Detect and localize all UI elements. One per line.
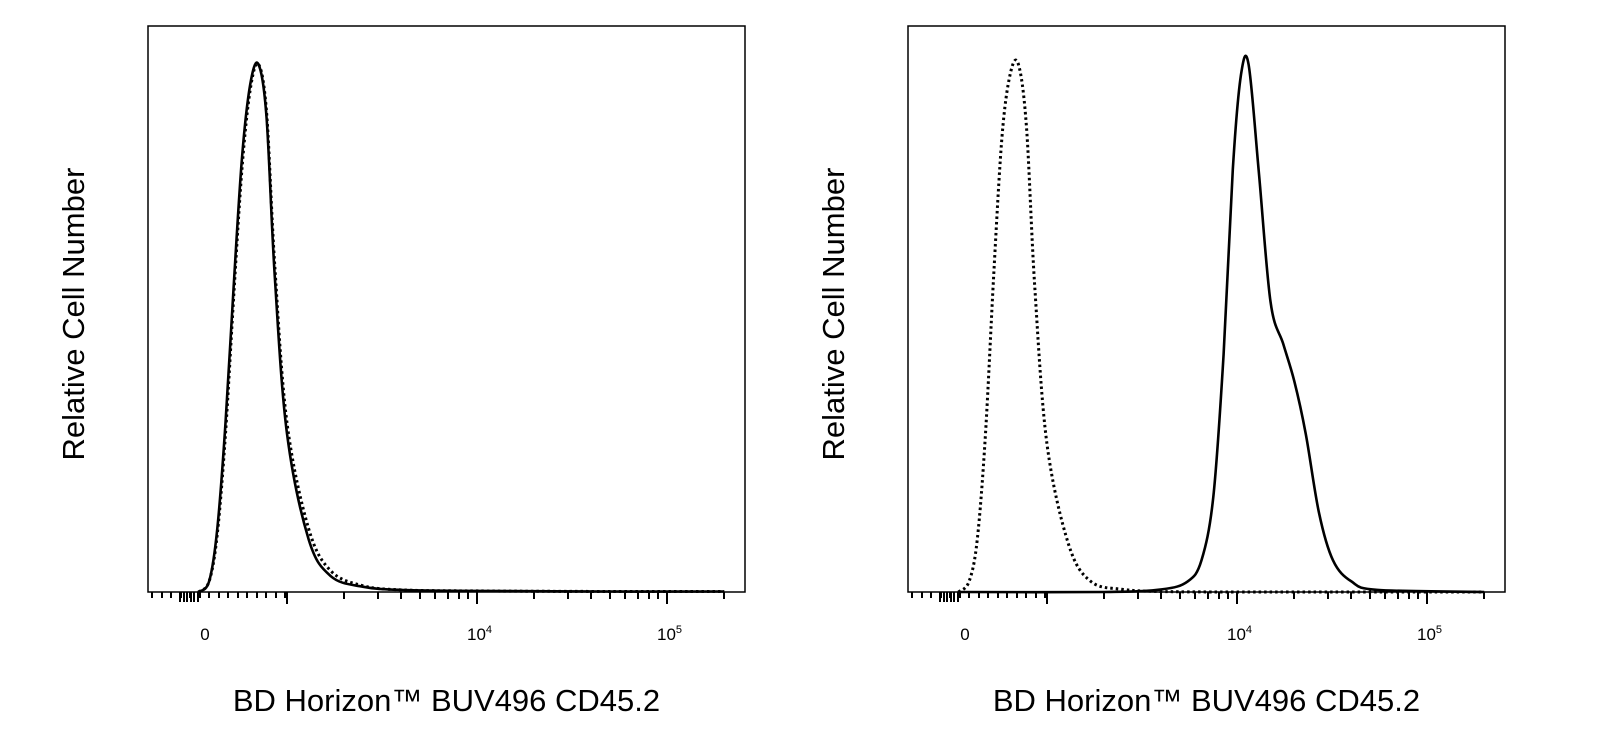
x-tick-label: 104	[1227, 624, 1252, 644]
x-tick-label: 104	[467, 624, 492, 644]
series-dotted-line	[957, 58, 1485, 594]
y-axis-label: Relative Cell Number	[816, 167, 851, 461]
x-axis-label: BD Horizon™ BUV496 CD45.2	[232, 683, 661, 718]
x-axis-label: BD Horizon™ BUV496 CD45.2	[992, 683, 1421, 718]
x-tick-label: 105	[1417, 624, 1442, 644]
x-tick-label: 0	[200, 625, 209, 644]
histogram-panel-right: 0 104 105 Relative Cell Number BD Horizon™…	[760, 0, 1540, 753]
histogram-plot-left: 0 104 105	[147, 25, 746, 644]
x-tick-label: 105	[657, 624, 682, 644]
series-solid-line	[197, 61, 725, 594]
series-dotted-line	[197, 61, 725, 594]
y-axis-label: Relative Cell Number	[56, 167, 91, 461]
histogram-panel-left: 0 104 105 Relative Cell Number BD Horizon™…	[0, 0, 780, 753]
plot-frame	[907, 25, 1506, 593]
series-solid-line	[958, 54, 1485, 594]
x-tick-label: 0	[960, 625, 969, 644]
histogram-plot-right: 0 104 105	[907, 25, 1506, 644]
plot-frame	[147, 25, 746, 593]
